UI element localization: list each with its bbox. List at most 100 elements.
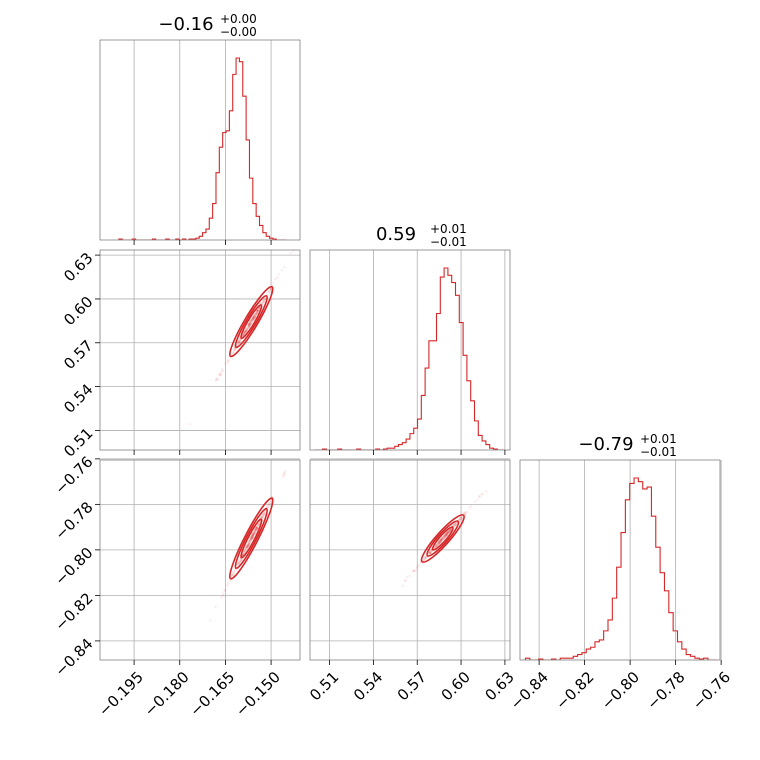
- scatter-point: [445, 531, 448, 535]
- scatter-point: [438, 540, 442, 543]
- panel-frame: [519, 459, 721, 661]
- scatter-point: [248, 540, 251, 543]
- scatter-point: [253, 532, 257, 535]
- scatter-point: [447, 530, 450, 534]
- scatter-point: [250, 320, 254, 324]
- scatter-point: [428, 550, 432, 554]
- scatter-point: [232, 573, 235, 576]
- scatter-point: [434, 544, 438, 548]
- scatter-point: [225, 584, 229, 587]
- contour-level-3: [240, 304, 263, 340]
- scatter-point: [247, 545, 250, 548]
- scatter-point: [237, 339, 241, 343]
- scatter-point: [242, 332, 245, 336]
- scatter-point: [217, 373, 221, 376]
- scatter-point: [253, 529, 257, 533]
- x-tick-label: −0.84: [507, 668, 552, 713]
- scatter-point: [245, 545, 249, 549]
- scatter-point: [242, 332, 246, 336]
- scatter-point: [244, 330, 248, 333]
- scatter-point: [247, 323, 251, 327]
- panel-1-1: 0.59 +0.01−0.01: [309, 222, 511, 455]
- histogram-line: [314, 267, 505, 450]
- scatter-point: [249, 322, 252, 326]
- scatter-point: [459, 518, 462, 522]
- scatter-point: [244, 330, 247, 334]
- scatter-point: [237, 558, 241, 562]
- scatter-point: [254, 526, 258, 529]
- scatter-point: [243, 551, 246, 554]
- scatter-point: [252, 316, 256, 319]
- scatter-point: [255, 310, 258, 314]
- scatter-point: [442, 537, 445, 541]
- scatter-point: [463, 512, 467, 516]
- scatter-point: [449, 528, 452, 531]
- scatter-point: [444, 532, 448, 535]
- scatter-point: [221, 591, 225, 595]
- scatter-point: [251, 317, 255, 321]
- scatter-point: [437, 539, 441, 543]
- panel-2-2: −0.79 +0.01−0.01: [519, 432, 722, 665]
- scatter-point: [252, 532, 256, 535]
- scatter-point: [448, 530, 451, 533]
- scatter-point: [262, 298, 265, 301]
- panel-title: −0.16: [158, 14, 213, 35]
- scatter-point: [247, 542, 251, 546]
- scatter-point: [440, 536, 444, 540]
- scatter-point: [261, 512, 265, 516]
- scatter-point: [237, 341, 240, 345]
- scatter-point: [484, 490, 488, 493]
- scatter-point: [244, 330, 248, 334]
- scatter-point: [239, 558, 243, 562]
- scatter-point: [250, 536, 254, 540]
- scatter-point: [243, 329, 247, 333]
- scatter-point: [249, 319, 252, 323]
- scatter-point: [434, 544, 438, 548]
- scatter-point: [440, 538, 443, 541]
- scatter-point: [248, 538, 252, 542]
- scatter-point: [436, 541, 440, 544]
- scatter-point: [440, 537, 444, 541]
- scatter-point: [246, 545, 249, 548]
- scatter-point: [256, 309, 260, 313]
- scatter-point: [446, 530, 450, 534]
- scatter-point: [275, 276, 279, 279]
- scatter-point: [249, 319, 252, 322]
- scatter-point: [251, 534, 254, 537]
- y-tick-label: −0.80: [51, 544, 96, 589]
- scatter-point: [251, 534, 255, 538]
- scatter-point: [253, 317, 256, 320]
- scatter-point: [253, 312, 257, 316]
- scatter-point: [250, 537, 254, 541]
- scatter-point: [473, 500, 477, 504]
- scatter-point: [243, 331, 247, 334]
- scatter-point: [256, 309, 260, 313]
- scatter-point: [251, 533, 255, 536]
- scatter-point: [246, 328, 249, 332]
- scatter-point: [416, 566, 419, 570]
- scatter-point: [444, 533, 447, 537]
- scatter-point: [404, 579, 407, 582]
- scatter-point: [249, 535, 253, 539]
- scatter-point: [452, 523, 456, 527]
- scatter-point: [257, 522, 261, 526]
- scatter-point: [255, 525, 259, 529]
- scatter-point: [238, 560, 241, 563]
- scatter-point: [423, 556, 427, 560]
- scatter-point: [257, 308, 260, 311]
- scatter-point: [248, 322, 251, 326]
- scatter-point: [246, 324, 250, 328]
- scatter-point: [232, 351, 236, 354]
- scatter-point: [268, 501, 271, 504]
- scatter-point: [215, 377, 219, 380]
- scatter-point: [249, 538, 252, 541]
- scatter-point: [237, 561, 241, 565]
- scatter-point: [256, 524, 260, 528]
- scatter-point: [412, 569, 415, 572]
- scatter-point: [444, 535, 447, 539]
- scatter-point: [433, 545, 437, 549]
- scatter-point: [250, 537, 253, 540]
- scatter-point: [244, 549, 247, 553]
- scatter-point: [468, 506, 471, 510]
- scatter-point: [256, 526, 259, 530]
